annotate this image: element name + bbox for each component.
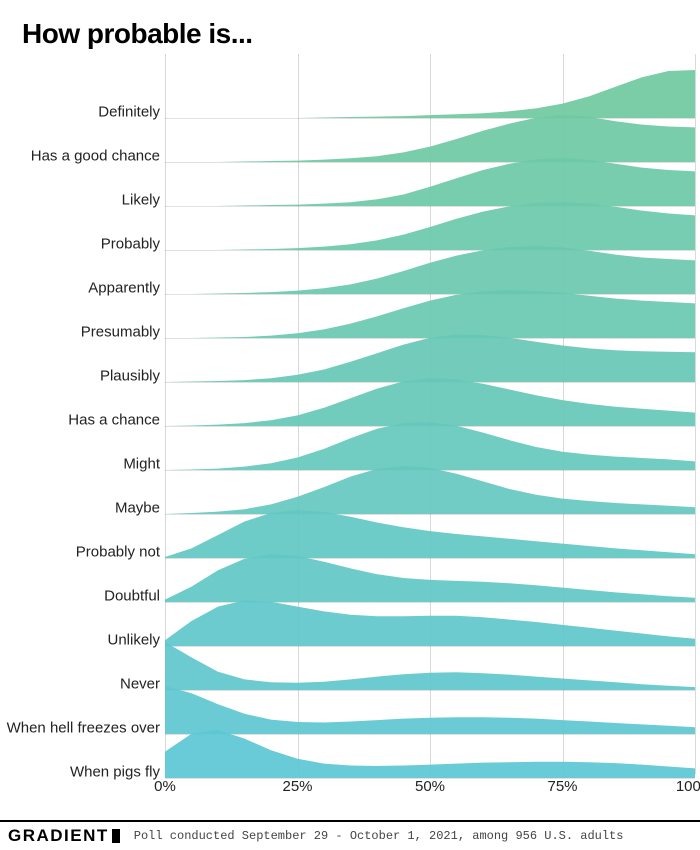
- ridge-label: Probably not: [76, 544, 160, 561]
- ridge-label: Has a good chance: [31, 148, 160, 165]
- brand-logo: GRADIENT: [8, 826, 120, 846]
- ridge-label: Unlikely: [107, 632, 160, 649]
- brand-text: GRADIENT: [8, 826, 109, 846]
- x-tick-label: 75%: [547, 778, 577, 795]
- ridge-shape: [165, 334, 695, 384]
- ridge-shape: [165, 510, 695, 560]
- x-tick-label: 50%: [415, 778, 445, 795]
- brand-block-icon: [112, 829, 120, 843]
- ridge-label: Definitely: [98, 104, 160, 121]
- ridge-label: Has a chance: [68, 412, 160, 429]
- x-tick-label: 100%: [676, 778, 700, 795]
- ridge-shape: [165, 642, 695, 692]
- ridge-label: Might: [123, 456, 160, 473]
- chart-area: Definitely Has a good chance Likely Probabl…: [0, 54, 700, 794]
- ridge-shape: [165, 730, 695, 780]
- ridge-label: Plausibly: [100, 368, 160, 385]
- chart-title: How probable is...: [0, 0, 700, 50]
- ridge-shape: [165, 70, 695, 120]
- ridge-shape: [165, 422, 695, 472]
- ridge-label: Doubtful: [104, 588, 160, 605]
- ridge-shape: [165, 686, 695, 736]
- ridge-label: Maybe: [115, 500, 160, 517]
- x-tick-label: 25%: [282, 778, 312, 795]
- ridge-shape: [165, 466, 695, 516]
- ridge-shape: [165, 598, 695, 648]
- ridge-label: Probably: [101, 236, 160, 253]
- ridge-shape: [165, 158, 695, 208]
- ridge-shape: [165, 202, 695, 252]
- footer: GRADIENT Poll conducted September 29 - O…: [0, 820, 700, 850]
- ridge-label: Never: [120, 676, 160, 693]
- ridge-shape: [165, 290, 695, 340]
- ridge-label: When pigs fly: [70, 764, 160, 781]
- ridge-label: Likely: [122, 192, 160, 209]
- ridge-shape: [165, 246, 695, 296]
- ridge-shape: [165, 554, 695, 604]
- gridline: [695, 54, 696, 774]
- ridge-label: When hell freezes over: [7, 720, 160, 737]
- ridge-label: Presumably: [81, 324, 160, 341]
- footnote: Poll conducted September 29 - October 1,…: [134, 829, 624, 843]
- ridge-shape: [165, 114, 695, 164]
- x-tick-label: 0%: [154, 778, 176, 795]
- ridge-shape: [165, 378, 695, 428]
- ridge-label: Apparently: [88, 280, 160, 297]
